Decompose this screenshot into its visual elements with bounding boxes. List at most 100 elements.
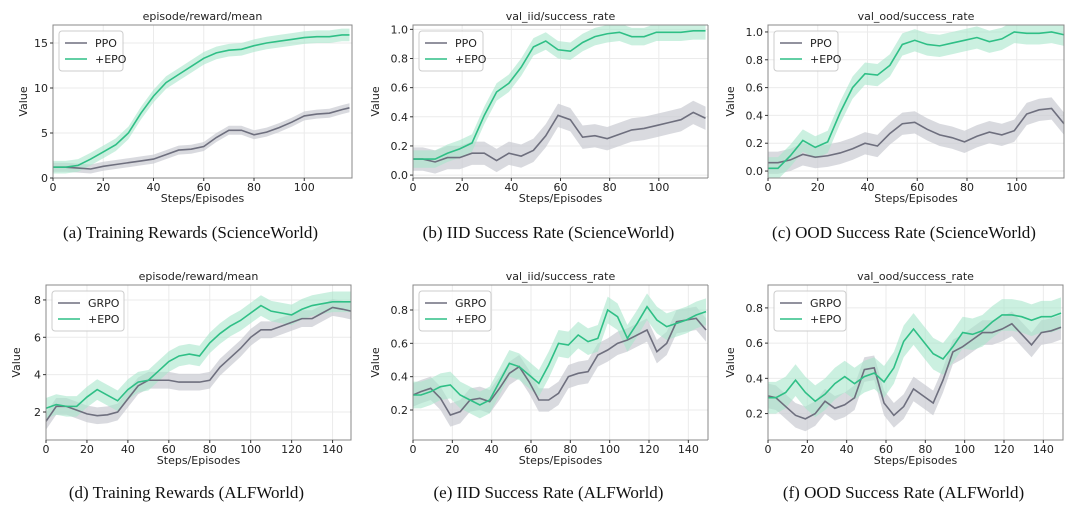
y-tick-label: 1.0 — [391, 23, 409, 36]
chart-title: episode/reward/mean — [139, 270, 259, 283]
y-tick-label: 10 — [34, 82, 48, 95]
x-tick-label: 80 — [563, 443, 577, 456]
y-axis-label: Value — [369, 86, 382, 116]
legend-label: +EPO — [88, 313, 120, 326]
x-tick-label: 60 — [554, 181, 568, 194]
legend: PPO +EPO — [418, 30, 487, 72]
x-tick-label: 100 — [294, 181, 315, 194]
x-tick-label: 60 — [197, 181, 211, 194]
x-axis-label: Steps/Episodes — [874, 454, 958, 467]
mask-top — [353, 0, 768, 25]
axes-frame — [45, 284, 352, 441]
x-tick-label: 0 — [50, 181, 57, 194]
x-tick-label: 140 — [322, 443, 343, 456]
y-tick-label: 0.4 — [391, 371, 409, 384]
axes-frame — [767, 284, 1064, 441]
y-axis-label: Value — [724, 347, 737, 377]
legend-label: +EPO — [95, 53, 127, 66]
legend-label: PPO — [810, 37, 832, 50]
y-tick-label: 2 — [34, 406, 41, 419]
band-PPO — [768, 97, 1064, 174]
y-tick-label: 0.4 — [746, 109, 764, 122]
x-tick-label: 120 — [639, 443, 660, 456]
line-+EPO — [413, 305, 707, 406]
y-tick-label: 0.4 — [391, 111, 409, 124]
subplot-4: 0 20 40 60 80 100 120 140 0.2 0.4 0.6 0.8 val_iid/su… — [353, 255, 768, 480]
subplot-1: 0 20 40 60 80 100 0.0 0.2 0.4 0.6 0.8 1.0 val_iid/su… — [353, 0, 768, 218]
axes-frame — [767, 24, 1065, 179]
x-tick-label: 40 — [485, 443, 499, 456]
chart-title: val_iid/success_rate — [506, 270, 616, 283]
x-axis-label: Steps/Episodes — [157, 454, 241, 467]
y-tick-label: 0.2 — [391, 140, 409, 153]
mask-top — [708, 255, 1077, 285]
y-axis-label: Value — [10, 347, 23, 377]
band-+EPO — [413, 22, 706, 168]
y-tick-label: 0.8 — [391, 304, 409, 317]
mask-bottom — [0, 178, 412, 218]
x-tick-label: 20 — [80, 443, 94, 456]
axes-frame — [412, 284, 709, 441]
x-tick-label: 0 — [765, 443, 772, 456]
legend: GRPO +EPO — [773, 290, 847, 332]
legend-label: GRPO — [88, 297, 120, 310]
y-tick-label: 6 — [34, 331, 41, 344]
y-tick-label: 0.8 — [391, 53, 409, 66]
y-tick-label: 0.2 — [746, 137, 764, 150]
y-tick-label: 0.8 — [746, 302, 764, 315]
legend-label: +EPO — [455, 53, 487, 66]
y-tick-label: 0.4 — [746, 372, 764, 385]
x-tick-label: 60 — [910, 181, 924, 194]
mask-bottom — [0, 440, 411, 480]
x-tick-label: 80 — [203, 443, 217, 456]
band-PPO — [53, 103, 350, 174]
line-GRPO — [412, 317, 707, 416]
x-tick-label: 60 — [162, 443, 176, 456]
x-tick-label: 0 — [765, 181, 772, 194]
x-tick-label: 100 — [599, 443, 620, 456]
x-tick-label: 60 — [524, 443, 538, 456]
y-tick-label: 1.0 — [746, 26, 764, 39]
x-tick-label: 40 — [504, 181, 518, 194]
x-axis-label: Steps/Episodes — [519, 192, 603, 205]
band-+EPO — [53, 28, 350, 174]
legend-box — [773, 30, 839, 72]
x-tick-label: 40 — [121, 443, 135, 456]
x-tick-label: 80 — [603, 181, 617, 194]
y-tick-label: 0.0 — [391, 169, 409, 182]
x-tick-label: 40 — [840, 443, 854, 456]
x-tick-label: 20 — [800, 443, 814, 456]
axes-frame — [52, 24, 353, 179]
legend-box — [418, 30, 484, 72]
legend-label: +EPO — [810, 313, 842, 326]
line-GRPO — [45, 306, 352, 422]
x-tick-label: 140 — [1033, 443, 1054, 456]
line-PPO — [413, 111, 706, 163]
legend-box — [773, 290, 847, 332]
subplot-caption: (b) IID Success Rate (ScienceWorld) — [422, 223, 675, 242]
y-tick-label: 0 — [41, 172, 48, 185]
y-tick-label: 0.6 — [391, 82, 409, 95]
legend-label: PPO — [455, 37, 477, 50]
subplot-caption: (d) Training Rewards (ALFWorld) — [68, 483, 305, 502]
y-tick-label: 0.2 — [746, 408, 764, 421]
y-axis-label: Value — [724, 86, 737, 116]
y-tick-label: 0.6 — [746, 337, 764, 350]
mask-bottom — [353, 440, 768, 480]
chart-title: val_ood/success_rate — [858, 10, 975, 23]
mask-top — [0, 0, 412, 25]
y-tick-label: 0.8 — [746, 54, 764, 67]
x-tick-label: 100 — [648, 181, 669, 194]
line-PPO — [53, 107, 350, 170]
mask-top — [353, 255, 768, 285]
subplot-5: 0 20 40 60 80 100 120 140 0.2 0.4 0.6 0.8 val_ood/su… — [708, 255, 1077, 480]
y-tick-label: 0.2 — [391, 404, 409, 417]
line-+EPO — [768, 312, 1062, 403]
subplot-3: 0 20 40 60 80 100 120 140 2 4 6 8 episode/reward/mea… — [0, 255, 411, 480]
legend-label: PPO — [95, 37, 117, 50]
x-tick-label: 60 — [879, 443, 893, 456]
line-+EPO — [45, 301, 351, 410]
mask-top — [0, 255, 411, 285]
line-PPO — [768, 107, 1065, 164]
